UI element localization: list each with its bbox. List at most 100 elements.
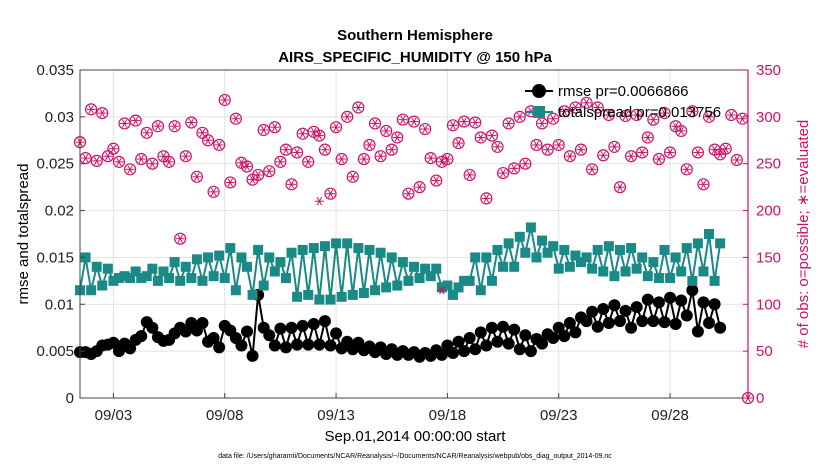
totalspread-point [280, 273, 291, 284]
obs-evaluated-point [192, 172, 202, 181]
obs-evaluated-point-stroke [561, 107, 567, 116]
obs-evaluated-point [693, 148, 703, 157]
rmse-point [708, 298, 721, 311]
obs-evaluated-point [259, 125, 269, 135]
obs-evaluated-point-stroke [428, 153, 434, 163]
obs-evaluated-point [164, 157, 174, 166]
totalspread-point [642, 271, 653, 282]
obs-possible-point [185, 116, 198, 129]
obs-evaluated-point [520, 159, 530, 168]
obs-evaluated-point [103, 152, 113, 161]
totalspread-point [498, 261, 509, 272]
obs-possible-point [85, 103, 98, 116]
obs-evaluated-point [609, 142, 619, 151]
totalspread-point [347, 289, 358, 300]
obs-evaluated-point [493, 142, 502, 151]
rmse-point [630, 301, 643, 314]
rmse-point [241, 325, 253, 338]
obs-possible-point [613, 181, 627, 194]
totalspread-point [453, 282, 464, 293]
obs-evaluated-point [97, 108, 107, 118]
obs-possible-point [563, 150, 576, 163]
obs-possible-point [385, 143, 398, 156]
obs-possible-point [407, 115, 421, 128]
obs-evaluated-point-stroke [355, 103, 362, 112]
obs-possible-point [179, 150, 192, 163]
obs-evaluated-point [381, 126, 391, 136]
obs-evaluated-point-stroke [706, 112, 712, 122]
totalspread-point [598, 266, 609, 277]
totalspread-point [208, 271, 219, 282]
y-axis-label-right: # of obs: o=possible; ∗=evaluated [795, 120, 812, 349]
obs-evaluated-point [470, 118, 480, 127]
totalspread-point [665, 273, 676, 284]
obs-possible-point [218, 93, 231, 107]
obs-evaluated-point [376, 152, 386, 161]
obs-evaluated-point-stroke [138, 154, 144, 164]
obs-evaluated-point [648, 115, 658, 124]
rmse-point [330, 327, 343, 340]
obs-evaluated-point-stroke [288, 180, 295, 189]
totalspread-point [659, 244, 670, 255]
obs-possible-point [368, 117, 382, 130]
y-tick-label: 0 [66, 390, 74, 407]
obs-evaluated-point-stroke [606, 110, 612, 120]
obs-evaluated-point [604, 110, 614, 120]
obs-evaluated-point-stroke [110, 144, 117, 153]
totalspread-point [175, 275, 186, 286]
obs-evaluated-point-stroke [400, 115, 406, 124]
obs-evaluated-point [353, 103, 363, 112]
x-tick-label: 09/13 [317, 407, 355, 424]
totalspread-point [531, 252, 542, 263]
totalspread-point [269, 266, 280, 277]
obs-evaluated-point-stroke [455, 138, 462, 148]
totalspread-point [236, 252, 247, 263]
totalspread-point [119, 271, 130, 282]
rmse-point [703, 317, 716, 330]
obs-evaluated-point [637, 148, 647, 157]
obs-possible-point [496, 166, 510, 180]
obs-evaluated-point-stroke [522, 159, 529, 168]
obs-possible-point [90, 154, 103, 168]
totalspread-point [592, 244, 603, 255]
y-tick-label-right: 300 [756, 109, 781, 126]
obs-evaluated-point-stroke [377, 152, 384, 161]
obs-evaluated-point-stroke [149, 159, 156, 168]
y-axis-label: rmse and totalspread [15, 164, 32, 305]
obs-evaluated-point [108, 144, 118, 153]
obs-evaluated-point-stroke [383, 126, 389, 136]
obs-evaluated-point-stroke [611, 142, 618, 151]
obs-possible-point [435, 155, 448, 168]
x-axis-label: Sep.01,2014 00:00:00 start [325, 428, 507, 445]
obs-evaluated-point [726, 110, 736, 120]
rmse-point [680, 309, 693, 322]
obs-evaluated-point-stroke [233, 114, 239, 123]
totalspread-point [420, 263, 431, 274]
obs-evaluated-point [326, 189, 335, 198]
obs-layer [73, 93, 755, 405]
obs-possible-point [491, 140, 504, 153]
totalspread-point [342, 238, 353, 249]
obs-evaluated-point-stroke [628, 152, 634, 161]
obs-evaluated-point [570, 103, 580, 112]
obs-evaluated-point-stroke [466, 170, 473, 180]
obs-evaluated-point-stroke [205, 136, 211, 145]
rmse-point [658, 316, 671, 329]
obs-evaluated-point-stroke [344, 112, 350, 122]
obs-possible-point [346, 170, 359, 183]
obs-evaluated-point-stroke [294, 148, 300, 157]
totalspread-point [486, 275, 497, 286]
obs-evaluated-point-stroke [88, 105, 94, 114]
obs-possible-point [318, 143, 332, 156]
rmse-point [647, 315, 660, 328]
obs-evaluated-point-stroke [188, 118, 195, 127]
obs-evaluated-point [721, 144, 731, 153]
obs-possible-point [430, 174, 443, 187]
obs-evaluated-point-stroke [583, 98, 590, 107]
obs-evaluated-point-stroke [366, 140, 373, 150]
rmse-point [580, 315, 593, 328]
totalspread-point [698, 266, 709, 277]
rmse-point [485, 321, 498, 334]
obs-evaluated-point [615, 182, 625, 192]
rmse-point [519, 329, 532, 342]
